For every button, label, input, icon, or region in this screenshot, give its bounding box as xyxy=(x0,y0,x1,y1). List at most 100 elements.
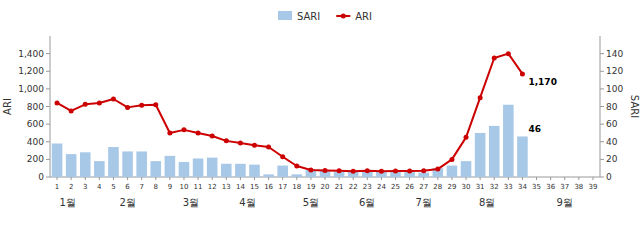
month-label: 9월 xyxy=(557,197,573,208)
x-tick-label: 17 xyxy=(278,183,287,191)
x-tick xyxy=(381,177,382,180)
y-tick-label: 800 xyxy=(27,102,44,112)
bar xyxy=(235,164,246,177)
bar xyxy=(517,136,528,177)
x-tick-label: 14 xyxy=(236,183,245,191)
x-tick xyxy=(169,177,170,180)
y2-tick-label: 80 xyxy=(606,102,618,112)
annotation: 46 xyxy=(528,124,541,134)
y-tick xyxy=(46,88,50,89)
x-tick-label: 33 xyxy=(504,183,513,191)
y-tick-label: 1,000 xyxy=(18,84,44,94)
x-tick xyxy=(466,177,467,180)
x-tick xyxy=(226,177,227,180)
month-label: 2월 xyxy=(119,197,135,208)
y-tick xyxy=(46,159,50,160)
legend-swatch xyxy=(278,11,292,20)
x-tick xyxy=(367,177,368,180)
marker xyxy=(449,157,454,162)
y2-tick-label: 0 xyxy=(606,172,612,182)
marker xyxy=(83,102,88,107)
x-tick xyxy=(240,177,241,180)
bar xyxy=(150,161,161,177)
marker xyxy=(365,168,370,173)
y2-tick-label: 100 xyxy=(606,84,623,94)
x-tick-label: 23 xyxy=(363,183,372,191)
marker xyxy=(224,138,229,143)
marker xyxy=(167,130,172,135)
legend-label: ARI xyxy=(355,11,372,22)
x-tick xyxy=(592,177,593,180)
x-tick xyxy=(57,177,58,180)
x-tick xyxy=(494,177,495,180)
y2-tick-label: 20 xyxy=(606,154,618,164)
x-tick-label: 4 xyxy=(97,183,102,191)
bar xyxy=(221,164,232,177)
x-tick xyxy=(127,177,128,180)
legend-item: ARI xyxy=(336,11,372,22)
plot-data xyxy=(52,51,528,177)
marker xyxy=(337,168,342,173)
marker xyxy=(308,167,313,172)
x-tick-label: 22 xyxy=(349,183,358,191)
x-tick xyxy=(71,177,72,180)
y2-tick xyxy=(600,106,604,107)
x-tick-label: 38 xyxy=(574,183,583,191)
x-tick xyxy=(183,177,184,180)
x-tick xyxy=(85,177,86,180)
marker xyxy=(69,108,74,113)
marker xyxy=(181,127,186,132)
x-tick-label: 26 xyxy=(405,183,414,191)
marker xyxy=(393,169,398,174)
x-tick xyxy=(296,177,297,180)
y-tick-label: 1,200 xyxy=(18,66,44,76)
x-tick-label: 37 xyxy=(560,183,569,191)
marker xyxy=(492,56,497,61)
marker xyxy=(351,169,356,174)
month-label: 6월 xyxy=(359,197,375,208)
x-tick-label: 1 xyxy=(55,183,59,191)
y-tick xyxy=(46,177,50,178)
marker xyxy=(464,135,469,140)
bar xyxy=(277,166,288,177)
marker xyxy=(111,97,116,102)
bar xyxy=(136,151,147,177)
x-tick-label: 13 xyxy=(222,183,231,191)
y-tick-label: 0 xyxy=(38,172,44,182)
month-label: 5월 xyxy=(303,197,319,208)
x-tick xyxy=(212,177,213,180)
bar xyxy=(475,133,486,177)
y-tick xyxy=(46,124,50,125)
y2-tick-label: 40 xyxy=(606,137,618,147)
x-tick-label: 31 xyxy=(476,183,485,191)
x-tick-label: 25 xyxy=(391,183,400,191)
y-tick-label: 600 xyxy=(27,119,44,129)
x-tick xyxy=(353,177,354,180)
marker xyxy=(323,168,328,173)
x-tick-label: 30 xyxy=(462,183,471,191)
annotation: 1,170 xyxy=(528,77,556,87)
bar xyxy=(193,158,204,177)
x-tick xyxy=(198,177,199,180)
month-label: 4월 xyxy=(239,197,255,208)
marker xyxy=(379,169,384,174)
marker xyxy=(153,102,158,107)
bar xyxy=(179,162,190,177)
x-tick xyxy=(508,177,509,180)
x-tick xyxy=(325,177,326,180)
x-tick xyxy=(437,177,438,180)
month-label: 8월 xyxy=(479,197,495,208)
bar xyxy=(66,154,77,177)
x-tick-label: 18 xyxy=(292,183,301,191)
y-tick-label: 200 xyxy=(27,154,44,164)
month-label: 7월 xyxy=(416,197,432,208)
marker xyxy=(407,169,412,174)
x-tick-label: 16 xyxy=(264,183,273,191)
x-tick xyxy=(310,177,311,180)
x-tick-label: 32 xyxy=(490,183,499,191)
marker xyxy=(280,154,285,159)
x-tick-label: 28 xyxy=(433,183,442,191)
x-tick xyxy=(550,177,551,180)
bar xyxy=(263,174,274,177)
x-tick xyxy=(395,177,396,180)
